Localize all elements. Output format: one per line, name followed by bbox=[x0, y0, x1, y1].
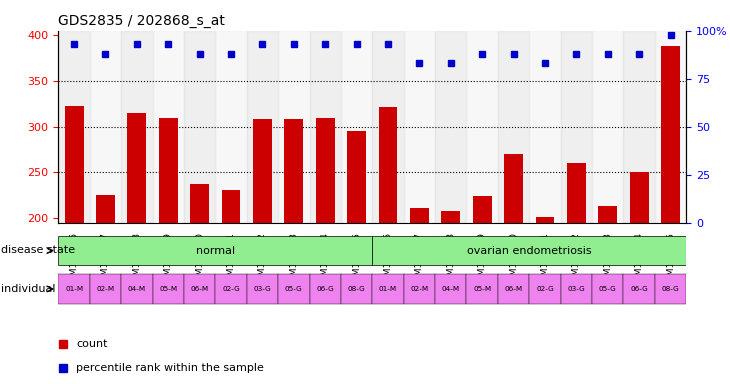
Bar bbox=[404, 31, 435, 223]
Text: 08-G: 08-G bbox=[347, 286, 366, 292]
Bar bbox=[404, 274, 435, 304]
Bar bbox=[310, 274, 341, 304]
Bar bbox=[655, 31, 686, 223]
Bar bbox=[372, 31, 404, 223]
Bar bbox=[222, 190, 240, 223]
Bar bbox=[278, 274, 310, 304]
Bar bbox=[153, 274, 184, 304]
Bar bbox=[599, 206, 617, 223]
Bar bbox=[473, 196, 491, 223]
Bar bbox=[65, 106, 83, 223]
Bar bbox=[498, 274, 529, 304]
Bar bbox=[191, 184, 209, 223]
Bar bbox=[121, 274, 153, 304]
Text: 04-M: 04-M bbox=[442, 286, 460, 292]
Bar bbox=[435, 31, 466, 223]
Text: 05-G: 05-G bbox=[285, 286, 303, 292]
Text: percentile rank within the sample: percentile rank within the sample bbox=[76, 362, 264, 373]
Text: count: count bbox=[76, 339, 107, 349]
Text: 02-M: 02-M bbox=[96, 286, 115, 292]
Text: 05-M: 05-M bbox=[159, 286, 177, 292]
Bar bbox=[623, 31, 655, 223]
Text: 04-M: 04-M bbox=[128, 286, 146, 292]
Bar bbox=[215, 274, 247, 304]
Bar bbox=[153, 31, 184, 223]
Bar bbox=[504, 154, 523, 223]
Text: 08-G: 08-G bbox=[661, 286, 680, 292]
Text: disease state: disease state bbox=[1, 245, 76, 255]
Bar bbox=[655, 274, 686, 304]
Bar bbox=[58, 236, 372, 265]
Bar bbox=[316, 118, 334, 223]
Bar bbox=[96, 195, 115, 223]
Text: 02-G: 02-G bbox=[536, 286, 554, 292]
Bar bbox=[536, 217, 554, 223]
Bar bbox=[90, 274, 121, 304]
Bar bbox=[184, 274, 215, 304]
Bar bbox=[623, 274, 655, 304]
Bar bbox=[442, 211, 460, 223]
Bar bbox=[90, 31, 121, 223]
Bar bbox=[529, 31, 561, 223]
Text: GDS2835 / 202868_s_at: GDS2835 / 202868_s_at bbox=[58, 14, 226, 28]
Bar bbox=[128, 113, 146, 223]
Bar bbox=[466, 274, 498, 304]
Bar bbox=[310, 31, 341, 223]
Bar bbox=[372, 236, 686, 265]
Text: 02-G: 02-G bbox=[222, 286, 240, 292]
Bar bbox=[278, 31, 310, 223]
Bar bbox=[372, 274, 404, 304]
Bar bbox=[561, 274, 592, 304]
Text: 05-M: 05-M bbox=[473, 286, 491, 292]
Text: 01-M: 01-M bbox=[65, 286, 83, 292]
Bar bbox=[435, 274, 466, 304]
Text: 05-G: 05-G bbox=[599, 286, 617, 292]
Text: normal: normal bbox=[196, 245, 235, 256]
Bar bbox=[592, 31, 623, 223]
Bar bbox=[58, 31, 90, 223]
Bar bbox=[121, 31, 153, 223]
Bar bbox=[498, 31, 529, 223]
Text: 03-G: 03-G bbox=[567, 286, 585, 292]
Bar bbox=[561, 31, 592, 223]
Bar bbox=[661, 46, 680, 223]
Text: 06-G: 06-G bbox=[316, 286, 334, 292]
Bar bbox=[184, 31, 215, 223]
Bar bbox=[159, 118, 177, 223]
Text: individual: individual bbox=[1, 284, 56, 294]
Text: ovarian endometriosis: ovarian endometriosis bbox=[467, 245, 591, 256]
Bar bbox=[285, 119, 303, 223]
Text: 02-M: 02-M bbox=[410, 286, 429, 292]
Bar bbox=[247, 31, 278, 223]
Bar bbox=[341, 31, 372, 223]
Bar bbox=[529, 274, 561, 304]
Bar bbox=[341, 274, 372, 304]
Bar bbox=[567, 163, 585, 223]
Bar bbox=[58, 274, 90, 304]
Bar bbox=[215, 31, 247, 223]
Text: 06-M: 06-M bbox=[504, 286, 523, 292]
Bar bbox=[247, 274, 278, 304]
Bar bbox=[630, 172, 648, 223]
Bar bbox=[253, 119, 272, 223]
Text: 06-G: 06-G bbox=[630, 286, 648, 292]
Bar bbox=[379, 107, 397, 223]
Text: 01-M: 01-M bbox=[379, 286, 397, 292]
Text: 06-M: 06-M bbox=[191, 286, 209, 292]
Bar bbox=[466, 31, 498, 223]
Bar bbox=[347, 131, 366, 223]
Bar bbox=[592, 274, 623, 304]
Bar bbox=[410, 208, 429, 223]
Text: 03-G: 03-G bbox=[253, 286, 272, 292]
